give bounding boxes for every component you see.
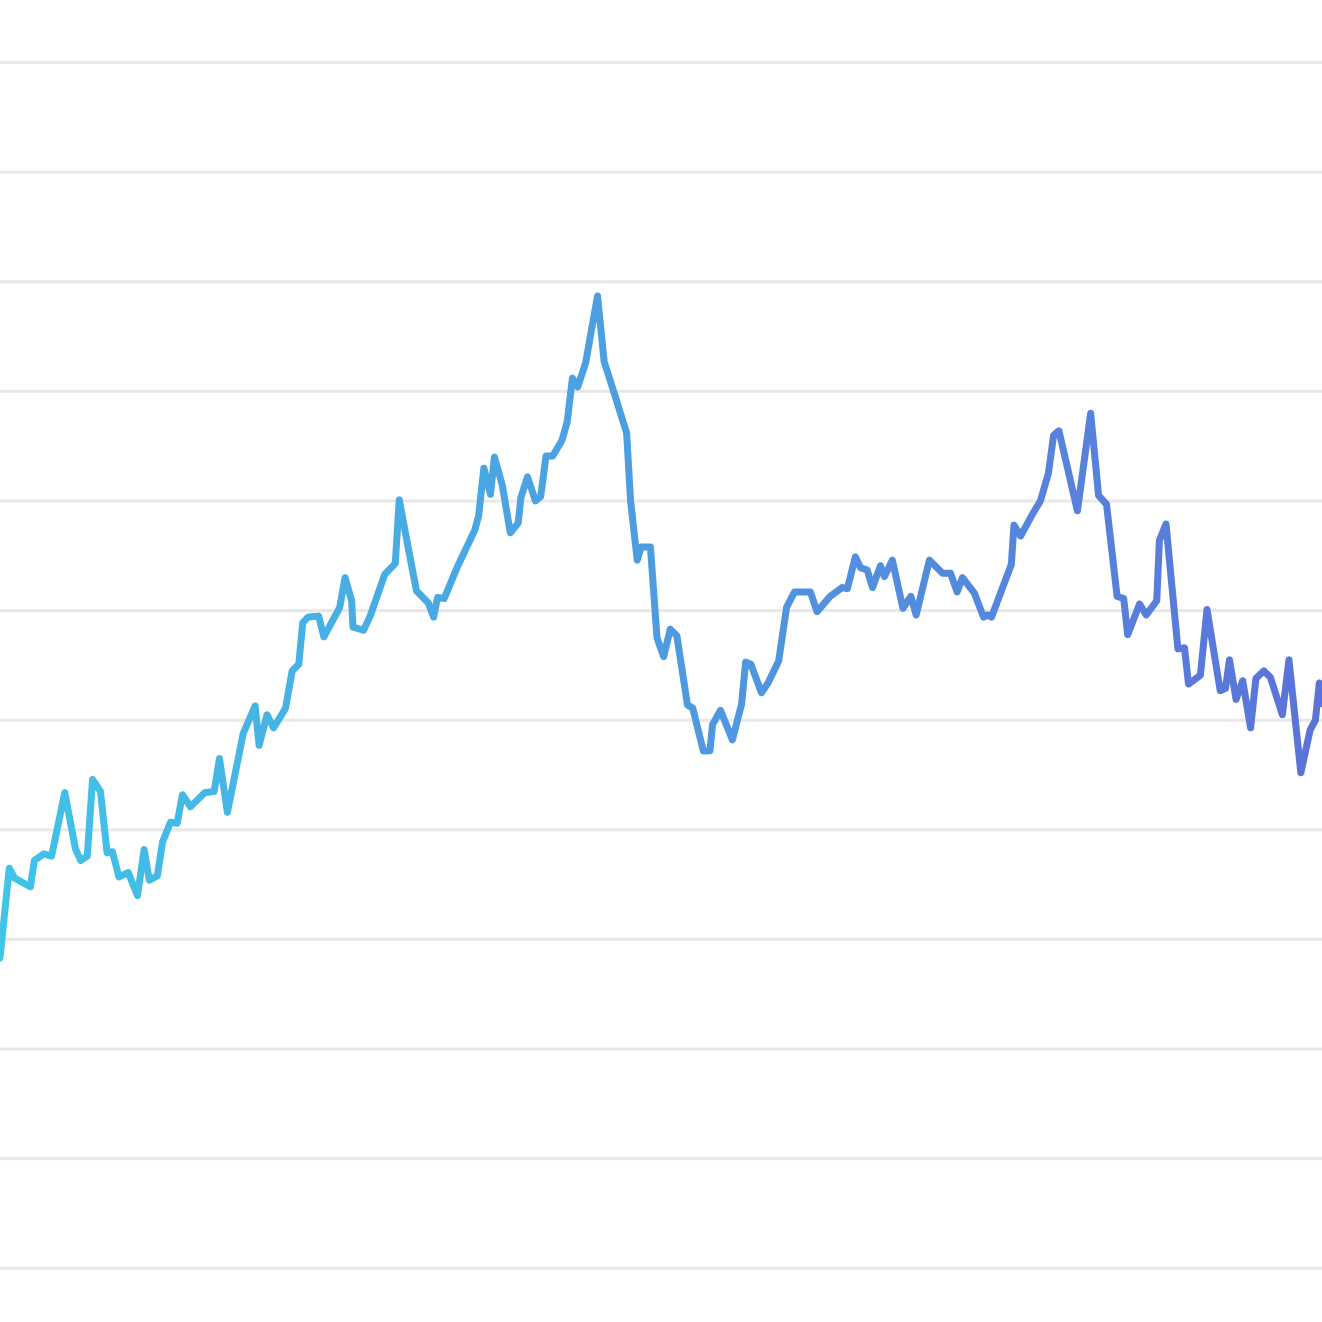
data-line — [0, 292, 1322, 962]
